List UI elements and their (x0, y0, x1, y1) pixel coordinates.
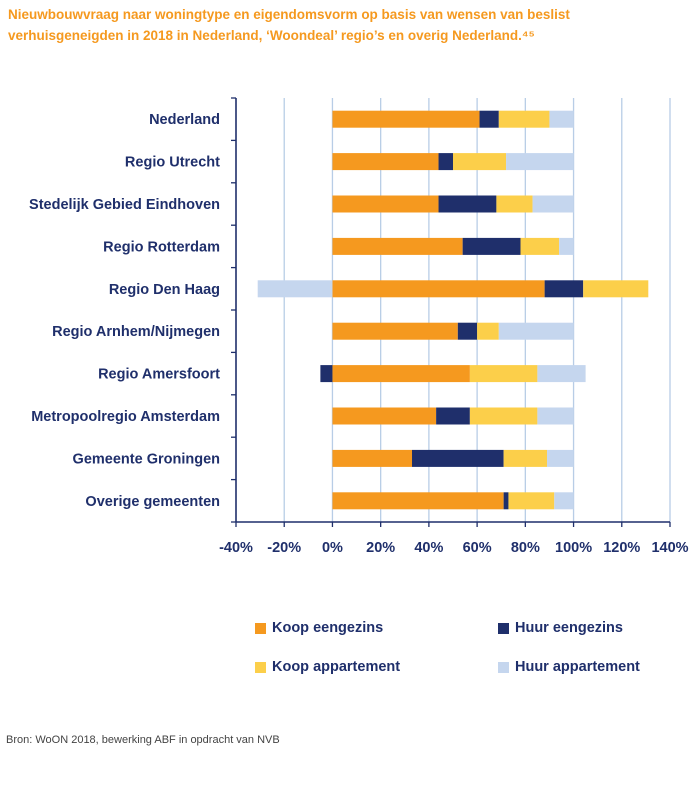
bar-koop-appartement (520, 237, 560, 255)
axes (231, 97, 671, 527)
bar-koop-eengezins (332, 153, 439, 171)
legend-label: Huur eengezins (515, 620, 623, 636)
bar-koop-appartement (583, 280, 649, 298)
category-label: Stedelijk Gebied Eindhoven (29, 197, 220, 213)
x-tick-label: 140% (651, 540, 688, 556)
bar-huur-eengezins (320, 365, 333, 383)
x-tick-label: 40% (414, 540, 443, 556)
x-tick-label: -40% (219, 540, 253, 556)
legend-swatch-huur-appartement (498, 661, 509, 673)
bar-koop-eengezins (332, 322, 458, 340)
bar-huur-eengezins (479, 110, 499, 128)
bar-koop-eengezins (332, 110, 480, 128)
bar-koop-appartement (469, 365, 538, 383)
x-tick-label: 80% (511, 540, 540, 556)
bar-huur-eengezins (436, 407, 470, 425)
legend-swatch-koop-appartement (255, 661, 266, 673)
bar-huur-appartement (532, 195, 574, 213)
bar-huur-appartement (559, 237, 574, 255)
x-tick-label: 20% (366, 540, 395, 556)
bar-koop-eengezins (332, 492, 504, 510)
source-note: Bron: WoON 2018, bewerking ABF in opdrac… (6, 734, 280, 746)
bar-koop-appartement (453, 153, 507, 171)
bar-koop-appartement (508, 492, 555, 510)
bar-huur-eengezins (544, 280, 584, 298)
bar-huur-eengezins (438, 153, 453, 171)
category-label: Regio Den Haag (109, 282, 220, 298)
bar-huur-appartement (537, 407, 574, 425)
x-tick-label: -20% (267, 540, 301, 556)
bar-huur-eengezins (438, 195, 497, 213)
legend-item-huur-eengezins: Huur eengezins (498, 620, 623, 636)
bar-huur-appartement (537, 365, 586, 383)
bars (257, 110, 649, 510)
category-labels: Nederland Regio Utrecht Stedelijk Gebied E… (29, 112, 220, 510)
legend-item-koop-eengezins: Koop eengezins (255, 620, 383, 636)
bar-koop-eengezins (332, 449, 413, 467)
bar-koop-appartement (477, 322, 499, 340)
category-label: Nederland (149, 112, 220, 128)
category-label: Regio Amersfoort (98, 367, 220, 383)
x-tick-label: 60% (463, 540, 492, 556)
bar-huur-eengezins (457, 322, 478, 340)
x-tick-label: 0% (322, 540, 343, 556)
category-label: Gemeente Groningen (73, 451, 220, 467)
legend-swatch-huur-eengezins (498, 622, 509, 634)
bar-huur-eengezins (503, 492, 509, 510)
category-label: Regio Arnhem/Nijmegen (52, 324, 220, 340)
bar-huur-appartement (554, 492, 574, 510)
bar-huur-eengezins (462, 237, 521, 255)
chart-title: Nieuwbouwvraag naar woningtype en eigend… (8, 7, 570, 43)
bar-koop-appartement (503, 449, 548, 467)
bar-koop-appartement (498, 110, 550, 128)
legend-label: Koop appartement (272, 659, 401, 675)
bar-huur-eengezins (412, 449, 504, 467)
bar-huur-appartement (506, 153, 574, 171)
bar-koop-eengezins (332, 280, 545, 298)
legend-item-koop-appartement: Koop appartement (255, 659, 400, 675)
bar-huur-appartement (257, 280, 333, 298)
bar-koop-appartement (469, 407, 538, 425)
tick-labels: -40% -20% 0% 20% 40% 60% 80% 100% 120% 140% (219, 540, 689, 556)
legend-label: Huur appartement (515, 659, 640, 675)
bar-koop-eengezins (332, 365, 470, 383)
category-label: Overige gemeenten (85, 494, 220, 510)
legend-item-huur-appartement: Huur appartement (498, 659, 640, 675)
bar-koop-eengezins (332, 195, 439, 213)
x-tick-label: 120% (603, 540, 640, 556)
bar-huur-appartement (549, 110, 574, 128)
category-label: Regio Utrecht (125, 155, 220, 171)
legend-swatch-koop-eengezins (255, 622, 266, 634)
bar-koop-eengezins (332, 407, 437, 425)
category-label: Metropoolregio Amsterdam (31, 409, 220, 425)
stacked-bar-chart: Nederland Regio Utrecht Stedelijk Gebied E… (29, 97, 689, 556)
bar-huur-appartement (498, 322, 574, 340)
x-tick-label: 100% (555, 540, 592, 556)
category-label: Regio Rotterdam (103, 239, 220, 255)
legend-label: Koop eengezins (272, 620, 384, 636)
bar-koop-eengezins (332, 237, 463, 255)
bar-huur-appartement (547, 449, 574, 467)
bar-koop-appartement (496, 195, 533, 213)
